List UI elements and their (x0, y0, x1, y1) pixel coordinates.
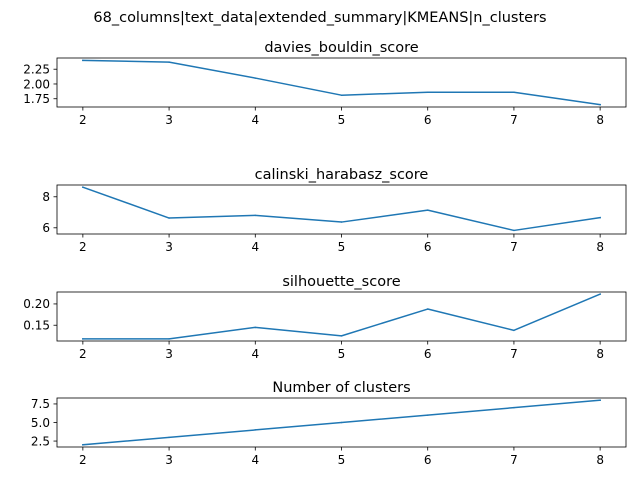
x-tick-label: 6 (424, 453, 432, 467)
data-point (599, 216, 601, 219)
data-point (340, 94, 343, 96)
data-point (254, 77, 257, 79)
subplot-title: calinski_harabasz_score (255, 167, 429, 183)
y-tick-label: 0.20 (23, 297, 50, 311)
x-tick-label: 5 (338, 240, 346, 254)
data-point (426, 91, 429, 93)
x-tick-label: 5 (338, 347, 346, 361)
x-tick-label: 3 (165, 347, 173, 361)
x-tick-label: 2 (79, 347, 87, 361)
x-tick-label: 7 (510, 113, 518, 127)
subplots: davies_bouldin_score 2 3 4 5 6 7 8 1.752.002.25 c… (23, 40, 627, 467)
data-point (82, 59, 84, 62)
y-tick-label: 5.0 (31, 416, 50, 430)
data-point (599, 103, 601, 106)
data-point (513, 229, 515, 232)
x-tick-label: 4 (251, 453, 259, 467)
subplot-2: calinski_harabasz_score 2 3 4 5 6 7 8 6 8 (42, 167, 627, 254)
x-tick-label: 4 (251, 240, 259, 254)
y-tick-label: 0.15 (23, 319, 50, 333)
y-tick-label: 7.5 (31, 397, 50, 411)
subplot-title: davies_bouldin_score (264, 40, 418, 56)
data-point (340, 335, 343, 337)
x-tick-label: 4 (251, 347, 259, 361)
x-tick-label: 8 (596, 347, 604, 361)
x-tick-label: 6 (424, 347, 432, 361)
y-tick-label: 8 (42, 190, 50, 204)
data-point (599, 399, 601, 401)
x-tick-label: 7 (510, 347, 518, 361)
data-point (254, 214, 257, 217)
data-point (254, 429, 257, 431)
data-point (513, 91, 515, 93)
data-point (513, 329, 515, 332)
data-point (340, 421, 343, 424)
data-point (426, 308, 429, 310)
subplot-3: silhouette_score 2 3 4 5 6 7 8 0.15 0.20 (23, 274, 627, 361)
x-tick-label: 4 (251, 113, 259, 127)
subplot-4: Number of clusters 2 3 4 5 6 7 8 2.5 5.0 7.5 (31, 380, 627, 467)
y-tick-label: 6 (42, 221, 50, 235)
x-tick-label: 3 (165, 453, 173, 467)
x-tick-label: 8 (596, 453, 604, 467)
x-tick-label: 2 (79, 113, 87, 127)
x-tick-label: 7 (510, 453, 518, 467)
x-tick-label: 3 (165, 240, 173, 254)
x-tick-label: 8 (596, 113, 604, 127)
x-tick-label: 8 (596, 240, 604, 254)
subplot-title: silhouette_score (282, 274, 400, 290)
data-point (82, 444, 84, 446)
data-point (426, 209, 429, 211)
x-tick-label: 2 (79, 240, 87, 254)
data-point (426, 414, 429, 416)
data-point (168, 436, 170, 439)
x-tick-label: 5 (338, 453, 346, 467)
y-tick-label: 1.75 (23, 92, 50, 106)
y-tick-label: 2.5 (31, 434, 50, 448)
subplot-1: davies_bouldin_score 2 3 4 5 6 7 8 1.752.002.25 (23, 40, 627, 127)
x-tick-label: 5 (338, 113, 346, 127)
figure-suptitle: 68_columns|text_data|extended_summary|KM… (93, 10, 546, 26)
x-tick-label: 6 (424, 113, 432, 127)
x-tick-label: 3 (165, 113, 173, 127)
data-point (254, 326, 257, 329)
data-point (599, 293, 601, 295)
data-point (168, 61, 170, 63)
y-tick-label: 2.25 (23, 63, 50, 77)
y-tick-label: 2.00 (23, 77, 50, 91)
data-point (168, 217, 170, 219)
x-tick-label: 2 (79, 453, 87, 467)
data-point (340, 221, 343, 223)
x-tick-label: 6 (424, 240, 432, 254)
data-point (513, 406, 515, 409)
data-point (82, 186, 84, 188)
subplot-title: Number of clusters (272, 380, 410, 396)
data-point (82, 338, 84, 340)
data-point (168, 338, 170, 340)
x-tick-label: 7 (510, 240, 518, 254)
